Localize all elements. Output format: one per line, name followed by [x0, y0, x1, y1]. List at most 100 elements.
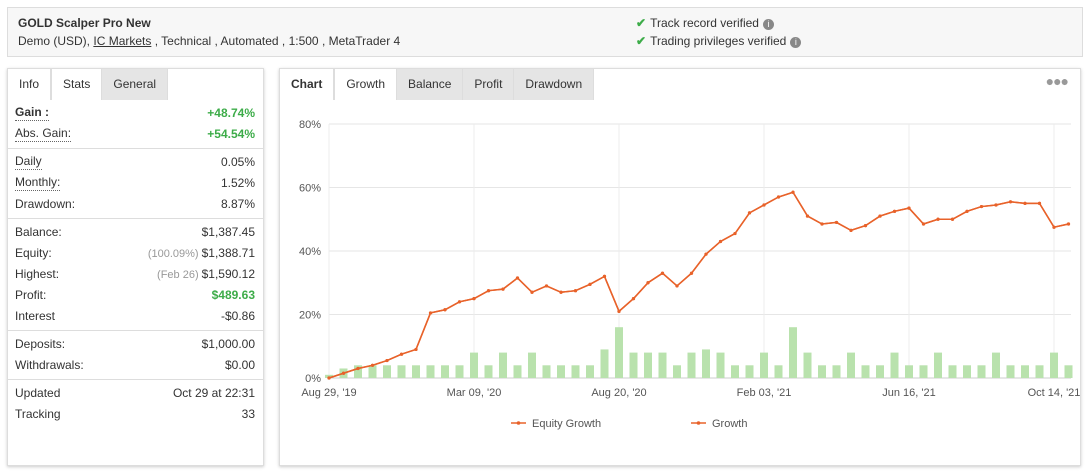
stat-label: Drawdown: — [15, 197, 76, 211]
account-subtitle: Demo (USD), IC Markets , Technical , Aut… — [18, 34, 400, 48]
stats-group: Balance: $1,387.45 Equity: (100.09%) $1,388.… — [8, 218, 263, 330]
info-tab[interactable]: General — [102, 69, 169, 100]
stat-row: Interest -$0.86 — [8, 306, 263, 327]
stat-row: Monthly: 1.52% — [8, 173, 263, 194]
point — [820, 222, 824, 226]
line — [328, 191, 1069, 379]
chart: 0% 20% 40% 60% 80% Aug 29, '19 Mar 09, '20 Aug … — [299, 119, 1080, 430]
info-tab[interactable]: Info — [8, 69, 52, 100]
bar — [934, 352, 942, 378]
bar — [716, 352, 725, 378]
point — [689, 271, 694, 275]
info-tab[interactable]: Stats — [51, 69, 103, 100]
stat-value: -$0.86 — [220, 309, 255, 323]
chart-tab[interactable]: Drawdown — [514, 69, 595, 100]
line — [328, 191, 1069, 379]
point — [936, 217, 940, 221]
x-tick-label: Aug 29, '19 — [301, 387, 356, 399]
point — [834, 220, 839, 225]
chart-tab[interactable]: Balance — [397, 69, 464, 100]
point — [907, 206, 911, 210]
bar — [745, 365, 754, 378]
point — [515, 276, 520, 280]
verified-item: ✔ Trading privileges verified i — [636, 34, 802, 48]
stat-value-wrap: -$0.86 — [221, 306, 255, 327]
stat-row: Deposits: $1,000.00 — [8, 334, 263, 355]
point — [994, 203, 998, 207]
point — [1023, 201, 1027, 205]
point — [501, 287, 505, 291]
point — [385, 358, 389, 363]
broker-link[interactable]: IC Markets — [93, 34, 152, 48]
account-title: GOLD Scalper Pro New — [18, 16, 151, 30]
stats-panel: Info Stats General Gain : +48.74% Abs. Gain:… — [7, 68, 264, 466]
point — [878, 214, 882, 218]
stat-value: 0.05% — [220, 155, 255, 169]
x-tick-label: Feb 03, '21 — [737, 387, 792, 399]
point — [530, 290, 534, 294]
bar — [890, 352, 899, 378]
chart-tab: Chart — [280, 69, 335, 100]
stat-value: 33 — [241, 407, 255, 421]
bar — [876, 365, 884, 378]
point — [588, 282, 592, 286]
point — [370, 363, 375, 367]
bar — [731, 365, 739, 378]
point — [414, 347, 418, 352]
y-tick-label: 0% — [305, 373, 321, 385]
stats-group: Gain : +48.74% Abs. Gain: +54.54% — [8, 100, 263, 148]
bar — [1050, 352, 1058, 378]
bar — [571, 365, 580, 378]
stat-row: Profit: $489.63 — [8, 285, 263, 306]
chart-tab[interactable]: Growth — [334, 69, 398, 100]
bar — [499, 352, 507, 378]
stat-value-wrap: +48.74% — [207, 103, 255, 124]
point — [327, 376, 331, 380]
bar — [1006, 365, 1015, 378]
bar — [861, 365, 870, 378]
stat-row: Abs. Gain: +54.54% — [8, 124, 263, 145]
menu-icon[interactable]: ●●● — [1045, 73, 1069, 89]
bar — [528, 352, 536, 378]
x-tick-label: Aug 20, '20 — [591, 387, 646, 399]
y-tick-label: 60% — [299, 183, 321, 195]
bar — [441, 365, 449, 378]
stats-group: Daily 0.05% Monthly: 1.52% Drawdown: 8.87% — [8, 148, 263, 218]
stats-list: Gain : +48.74% Abs. Gain: +54.54% Daily 0.05%… — [8, 100, 263, 428]
stat-value-wrap: 8.87% — [221, 194, 255, 215]
point — [776, 195, 781, 199]
stats-group: Deposits: $1,000.00 Withdrawals: $0.00 — [8, 330, 263, 379]
stat-value-wrap: $1,000.00 — [202, 334, 255, 355]
point — [718, 239, 723, 244]
stat-label: Profit: — [15, 288, 47, 302]
bar — [397, 365, 406, 378]
stat-note: (Feb 26) — [157, 269, 199, 281]
bar — [687, 352, 696, 378]
bar — [847, 352, 855, 378]
x-tick-label: Oct 14, '21 — [1028, 387, 1080, 399]
stat-label: Deposits: — [15, 337, 66, 351]
point — [762, 203, 766, 207]
bar — [818, 365, 826, 378]
stat-value: $1,590.12 — [201, 267, 255, 281]
bar — [383, 365, 391, 378]
bar — [673, 365, 681, 378]
bar — [644, 352, 652, 378]
stat-label: Gain : — [15, 105, 50, 121]
bar — [368, 365, 377, 378]
stat-value-wrap: (Feb 26) $1,590.12 — [157, 264, 255, 285]
bar — [586, 365, 594, 378]
legend-label: Growth — [712, 418, 747, 430]
point — [863, 224, 868, 228]
bar — [760, 352, 768, 378]
y-tick-label: 80% — [299, 119, 321, 131]
point — [356, 366, 360, 371]
stat-label: Highest: — [15, 267, 60, 281]
point — [457, 300, 462, 304]
chart-tab[interactable]: Profit — [463, 69, 515, 100]
stat-value: 8.87% — [220, 197, 255, 211]
bar — [1021, 365, 1029, 378]
stat-label: Withdrawals: — [15, 358, 84, 372]
stat-value-wrap: 33 — [242, 404, 255, 425]
